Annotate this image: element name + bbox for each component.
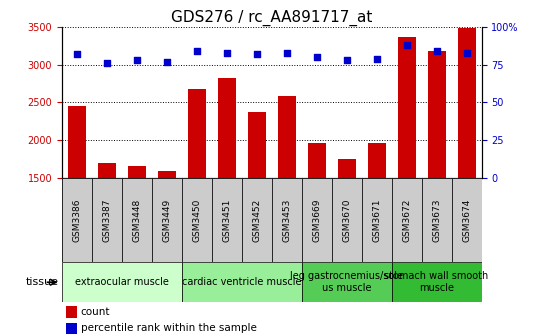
Bar	[428, 51, 445, 292]
Text: GSM3669: GSM3669	[312, 198, 321, 242]
Text: percentile rank within the sample: percentile rank within the sample	[81, 324, 257, 333]
Bar	[367, 143, 386, 292]
Text: cardiac ventricle muscle: cardiac ventricle muscle	[182, 277, 301, 287]
Text: GSM3671: GSM3671	[372, 198, 381, 242]
Bar	[392, 262, 482, 302]
Bar	[152, 178, 182, 262]
Bar	[66, 306, 76, 318]
Text: GSM3670: GSM3670	[342, 198, 351, 242]
Bar	[92, 178, 122, 262]
Point	[372, 56, 381, 61]
Text: stomach wall smooth
muscle: stomach wall smooth muscle	[385, 271, 489, 293]
Bar	[188, 89, 206, 292]
Text: GSM3672: GSM3672	[402, 198, 411, 242]
Point	[462, 50, 471, 55]
Text: GSM3673: GSM3673	[432, 198, 441, 242]
Bar	[302, 262, 392, 302]
Bar	[218, 78, 236, 292]
Text: GSM3674: GSM3674	[462, 198, 471, 242]
Point	[402, 42, 411, 48]
Text: GSM3448: GSM3448	[132, 199, 141, 242]
Bar	[98, 163, 116, 292]
Text: GSM3451: GSM3451	[222, 198, 231, 242]
Point	[103, 60, 111, 66]
Bar	[247, 112, 266, 292]
Point	[73, 51, 81, 57]
Bar	[212, 178, 242, 262]
Bar	[392, 178, 422, 262]
Point	[222, 50, 231, 55]
Bar	[457, 28, 476, 292]
Text: count: count	[81, 307, 110, 317]
Bar	[331, 178, 362, 262]
Bar	[308, 142, 325, 292]
Point	[193, 48, 201, 54]
Text: GSM3387: GSM3387	[102, 198, 111, 242]
Text: tissue: tissue	[26, 277, 59, 287]
Bar	[182, 262, 302, 302]
Point	[313, 54, 321, 60]
Bar	[272, 178, 302, 262]
Bar	[302, 178, 331, 262]
Bar	[422, 178, 451, 262]
Point	[342, 57, 351, 63]
Text: GSM3450: GSM3450	[192, 198, 201, 242]
Bar	[62, 262, 182, 302]
Point	[432, 48, 441, 54]
Title: GDS276 / rc_AA891717_at: GDS276 / rc_AA891717_at	[171, 9, 372, 26]
Bar	[278, 96, 296, 292]
Point	[162, 59, 171, 65]
Bar	[68, 106, 86, 292]
Bar	[242, 178, 272, 262]
Bar	[398, 37, 415, 292]
Text: GSM3386: GSM3386	[72, 198, 81, 242]
Bar	[338, 159, 356, 292]
Bar	[128, 166, 146, 292]
Point	[282, 50, 291, 55]
Text: GSM3453: GSM3453	[282, 198, 291, 242]
Text: leg gastrocnemius/sole
us muscle: leg gastrocnemius/sole us muscle	[290, 271, 403, 293]
Text: GSM3449: GSM3449	[162, 199, 171, 242]
Bar	[182, 178, 212, 262]
Point	[252, 51, 261, 57]
Text: GSM3452: GSM3452	[252, 199, 261, 242]
Bar	[158, 171, 176, 292]
Bar	[362, 178, 392, 262]
Point	[132, 57, 141, 63]
Text: extraocular muscle: extraocular muscle	[75, 277, 169, 287]
Bar	[66, 323, 76, 334]
Bar	[451, 178, 482, 262]
Bar	[62, 178, 92, 262]
Bar	[122, 178, 152, 262]
